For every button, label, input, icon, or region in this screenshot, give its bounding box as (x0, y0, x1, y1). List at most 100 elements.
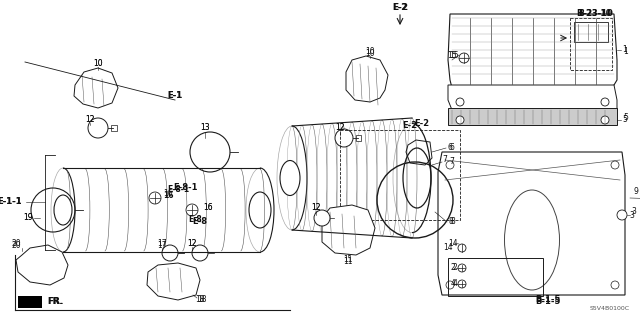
Text: E-1: E-1 (168, 92, 182, 100)
Text: 20: 20 (11, 240, 21, 249)
Circle shape (456, 116, 464, 124)
Polygon shape (147, 263, 200, 300)
Polygon shape (322, 205, 375, 255)
Text: 15: 15 (449, 50, 459, 60)
Text: B-1-5: B-1-5 (535, 295, 561, 305)
Text: 12: 12 (85, 115, 95, 124)
Text: E-1-1: E-1-1 (0, 197, 22, 206)
Text: E-2: E-2 (415, 118, 429, 128)
Text: E-2: E-2 (392, 4, 408, 12)
Circle shape (186, 204, 198, 216)
Circle shape (314, 210, 330, 226)
Circle shape (458, 264, 466, 272)
Text: 12: 12 (335, 122, 345, 131)
Polygon shape (448, 85, 617, 110)
Text: E-8: E-8 (188, 216, 202, 225)
Text: 6: 6 (449, 144, 454, 152)
Text: E-8-1: E-8-1 (173, 183, 197, 192)
Text: 19: 19 (23, 213, 33, 222)
Text: 13: 13 (200, 123, 210, 132)
Text: 13: 13 (200, 122, 210, 131)
Polygon shape (448, 14, 617, 88)
Text: E-8-1: E-8-1 (167, 186, 189, 195)
Text: 17: 17 (157, 240, 167, 249)
Text: 16: 16 (203, 203, 213, 211)
Bar (356, 135, 361, 141)
Text: FR.: FR. (47, 298, 63, 307)
Text: 4: 4 (452, 279, 458, 288)
Circle shape (88, 118, 108, 138)
Text: B-23-10: B-23-10 (577, 9, 613, 18)
Circle shape (162, 245, 178, 261)
Text: 11: 11 (343, 256, 353, 264)
Circle shape (617, 210, 627, 220)
Circle shape (149, 192, 161, 204)
Text: 8: 8 (451, 218, 456, 226)
Text: 16: 16 (163, 190, 173, 199)
Text: E-1-1: E-1-1 (0, 197, 22, 206)
Text: 5: 5 (623, 114, 628, 122)
Polygon shape (448, 108, 617, 125)
Text: 14: 14 (443, 243, 453, 253)
Ellipse shape (280, 160, 300, 196)
Text: 1: 1 (623, 48, 628, 56)
Polygon shape (74, 68, 118, 108)
Circle shape (446, 281, 454, 289)
Text: 4: 4 (451, 279, 456, 288)
Text: 9: 9 (634, 188, 639, 197)
Polygon shape (18, 296, 42, 308)
Circle shape (601, 98, 609, 106)
Circle shape (192, 245, 208, 261)
Text: 5: 5 (623, 115, 627, 124)
Text: 19: 19 (23, 213, 33, 222)
Bar (111, 125, 117, 131)
Text: 10: 10 (365, 48, 375, 56)
Text: 16: 16 (203, 204, 213, 212)
Text: S5V4B0100C: S5V4B0100C (590, 306, 630, 310)
Circle shape (335, 129, 353, 147)
Text: 2: 2 (452, 263, 458, 272)
Text: 20: 20 (11, 241, 21, 249)
Text: 16: 16 (163, 189, 173, 198)
Text: 7: 7 (443, 155, 447, 165)
Circle shape (601, 116, 609, 124)
Text: 15: 15 (447, 50, 457, 60)
Text: E-8: E-8 (193, 218, 207, 226)
Circle shape (611, 281, 619, 289)
Bar (448, 258, 543, 296)
Bar (570, 18, 612, 70)
Circle shape (459, 53, 469, 63)
Polygon shape (438, 152, 625, 295)
Bar (340, 130, 460, 220)
Text: 12: 12 (85, 115, 95, 124)
Text: 10: 10 (93, 58, 103, 68)
Text: 3: 3 (632, 207, 636, 217)
Circle shape (458, 244, 466, 252)
Text: 8: 8 (449, 218, 453, 226)
Polygon shape (346, 56, 388, 102)
Text: E-2: E-2 (392, 4, 408, 12)
Text: 1: 1 (623, 46, 627, 55)
Text: E-1: E-1 (168, 92, 182, 100)
Circle shape (611, 161, 619, 169)
Text: 6: 6 (447, 144, 452, 152)
Text: E-2: E-2 (403, 122, 417, 130)
Ellipse shape (54, 195, 72, 225)
Text: 7: 7 (449, 158, 454, 167)
Circle shape (458, 280, 466, 288)
Circle shape (456, 98, 464, 106)
Text: 12: 12 (188, 240, 196, 249)
Text: 14: 14 (448, 239, 458, 248)
Text: 3: 3 (630, 211, 634, 219)
Text: B-23-10: B-23-10 (579, 10, 611, 19)
Text: 10: 10 (365, 48, 375, 57)
Text: FR.: FR. (47, 298, 63, 307)
Polygon shape (16, 245, 68, 285)
Ellipse shape (504, 190, 559, 290)
Text: 18: 18 (195, 295, 205, 305)
Text: B-1-5: B-1-5 (535, 298, 561, 307)
Text: 12: 12 (335, 122, 345, 131)
Text: 11: 11 (343, 257, 353, 266)
Text: 12: 12 (311, 203, 321, 211)
Text: 17: 17 (157, 241, 167, 249)
